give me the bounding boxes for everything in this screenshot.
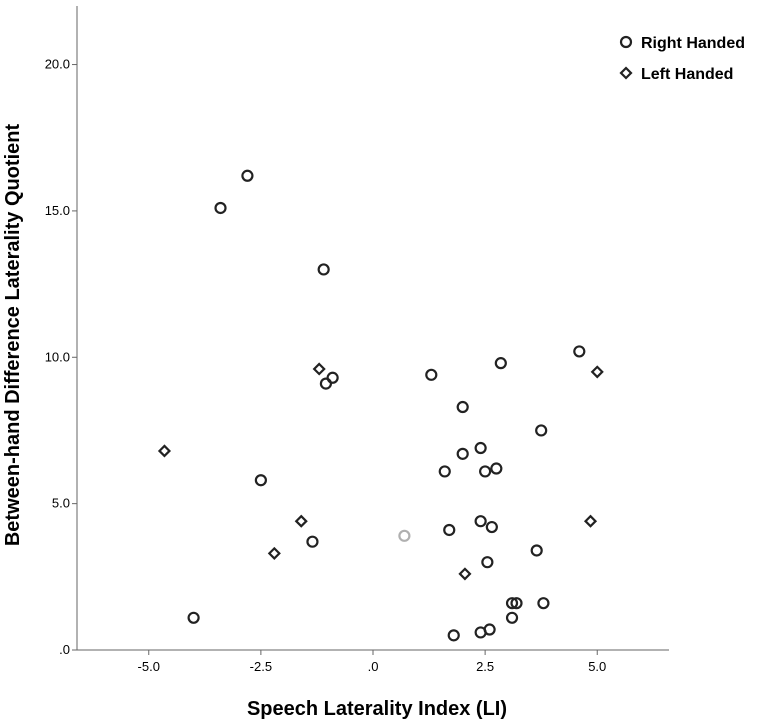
series-right-handed-point — [254, 474, 267, 487]
series-right-handed-point — [474, 441, 487, 455]
series-unlabeled-point — [398, 529, 411, 542]
series-right-handed-point — [481, 556, 494, 569]
y-axis-title: Between-hand Difference Laterality Quoti… — [2, 124, 24, 547]
x-axis-title: Speech Laterality Index (LI) — [247, 698, 507, 720]
series-left-handed-point — [294, 514, 308, 528]
series-right-handed-point — [443, 523, 456, 537]
series-right-handed-point — [326, 371, 339, 384]
series-right-handed-point — [485, 520, 498, 534]
series-left-handed-point — [157, 444, 172, 458]
series-right-handed-point — [306, 535, 319, 548]
x-tick-label: 5.0 — [588, 659, 606, 674]
x-tick-label: .0 — [368, 659, 379, 674]
legend-diamond-marker — [619, 66, 633, 80]
series-left-handed-point — [583, 514, 598, 528]
x-tick-label: 2.5 — [476, 659, 494, 674]
series-left-handed-point — [458, 567, 472, 581]
x-tick-label: -5.0 — [138, 659, 160, 674]
series-right-handed-point — [474, 626, 487, 639]
legend: Right Handed Left Handed — [619, 35, 745, 83]
series-right-handed-point — [438, 465, 451, 478]
y-tick-label: 5.0 — [52, 496, 70, 511]
series-right-handed-point — [474, 515, 487, 528]
series-right-handed-point — [456, 447, 469, 460]
series-right-handed-point — [447, 629, 460, 642]
series-right-handed-point — [510, 597, 523, 610]
series-right-handed-point — [490, 462, 503, 475]
axes: .0 5.0 10.0 15.0 20.0 -5.0 -2.5 .0 2.5 5.0 — [45, 6, 669, 674]
y-tick-label: 10.0 — [45, 349, 70, 364]
data-points — [157, 169, 604, 642]
y-tick-label: 15.0 — [45, 203, 70, 218]
series-right-handed-point — [530, 544, 543, 557]
series-right-handed-point — [456, 400, 469, 414]
series-left-handed-point — [312, 362, 326, 376]
y-tick-label: 20.0 — [45, 57, 70, 72]
series-right-handed-point — [214, 201, 227, 215]
series-right-handed-point — [319, 377, 333, 390]
series-right-handed-point — [535, 424, 548, 437]
series-right-handed-point — [425, 368, 438, 381]
series-right-handed-point — [317, 263, 330, 276]
series-right-handed-point — [537, 597, 550, 610]
series-right-handed-point — [505, 597, 519, 610]
y-tick-label: .0 — [59, 642, 70, 657]
series-right-handed-point — [494, 357, 507, 370]
series-left-handed-point — [267, 546, 281, 560]
x-tick-label: -2.5 — [250, 659, 272, 674]
legend-label: Left Handed — [641, 66, 733, 83]
series-right-handed-point — [187, 611, 200, 624]
series-left-handed-point — [590, 365, 604, 379]
legend-label: Right Handed — [641, 35, 745, 52]
legend-circle-marker — [619, 35, 633, 49]
series-right-handed-point — [505, 611, 519, 624]
series-right-handed-point — [573, 345, 586, 358]
series-right-handed-point — [241, 169, 254, 182]
series-right-handed-point — [479, 465, 492, 478]
